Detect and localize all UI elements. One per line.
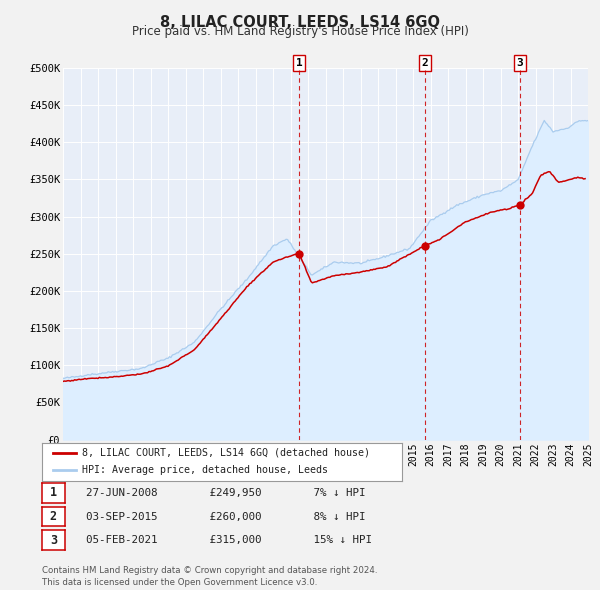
Text: 3: 3 xyxy=(50,533,57,547)
Text: 8, LILAC COURT, LEEDS, LS14 6GQ: 8, LILAC COURT, LEEDS, LS14 6GQ xyxy=(160,15,440,30)
Text: Price paid vs. HM Land Registry's House Price Index (HPI): Price paid vs. HM Land Registry's House … xyxy=(131,25,469,38)
Text: 03-SEP-2015        £260,000        8% ↓ HPI: 03-SEP-2015 £260,000 8% ↓ HPI xyxy=(86,512,365,522)
Text: 8, LILAC COURT, LEEDS, LS14 6GQ (detached house): 8, LILAC COURT, LEEDS, LS14 6GQ (detache… xyxy=(82,448,370,458)
Text: 1: 1 xyxy=(296,58,302,68)
Text: 05-FEB-2021        £315,000        15% ↓ HPI: 05-FEB-2021 £315,000 15% ↓ HPI xyxy=(86,535,372,545)
Text: Contains HM Land Registry data © Crown copyright and database right 2024.
This d: Contains HM Land Registry data © Crown c… xyxy=(42,566,377,587)
Text: 2: 2 xyxy=(50,510,57,523)
Text: 27-JUN-2008        £249,950        7% ↓ HPI: 27-JUN-2008 £249,950 7% ↓ HPI xyxy=(86,488,365,498)
Text: 2: 2 xyxy=(421,58,428,68)
Text: 1: 1 xyxy=(50,486,57,500)
Text: 3: 3 xyxy=(517,58,523,68)
Text: HPI: Average price, detached house, Leeds: HPI: Average price, detached house, Leed… xyxy=(82,466,328,476)
